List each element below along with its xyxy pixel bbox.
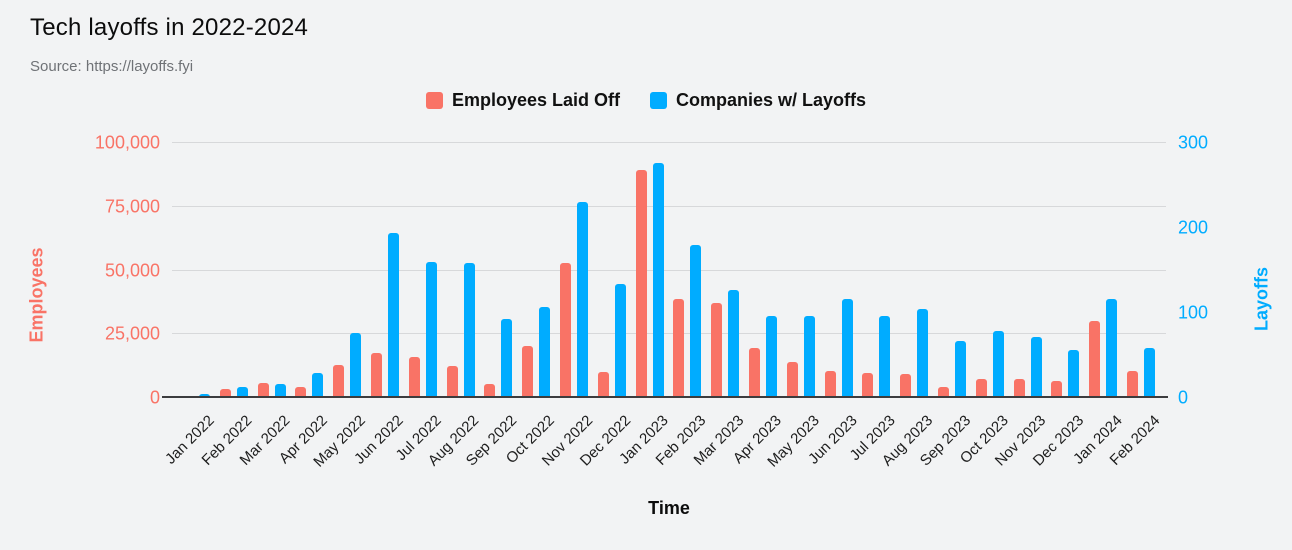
bar-employees-apr-2023 [749,348,761,398]
x-axis-title: Time [648,498,690,518]
bar-companies-dec-2023 [1068,350,1080,398]
bar-employees-jun-2022 [370,353,382,398]
x-axis-line [162,396,1168,398]
left-tick-100,000: 100,000 [94,132,160,153]
x-axis-labels: Jan 2022 Feb 2022 Mar 2022 Apr 2022 May 2022… [162,398,1163,493]
bar-employees-nov-2023 [1013,378,1025,398]
gridline-75000 [172,205,1166,207]
bar-companies-sep-2023 [955,341,967,398]
bar-employees-feb-2023 [673,299,685,398]
right-tick-200: 200 [1178,217,1209,238]
left-axis-ticks: 0 25,000 50,000 75,000 100,000 [0,133,160,408]
bar-companies-jun-2022 [387,233,399,398]
bar-companies-jan-2022 [198,393,210,398]
plot-area [177,143,1160,398]
right-tick-100: 100 [1178,302,1209,323]
bar-employees-sep-2022 [484,383,496,398]
companies-swatch-icon [650,92,667,109]
bar-employees-aug-2023 [900,373,912,398]
legend-item-employees[interactable]: Employees Laid Off [425,90,620,111]
right-axis-ticks: 0 100 200 300 [1178,133,1288,408]
bar-employees-mar-2022 [257,382,269,398]
bar-employees-feb-2022 [219,388,231,398]
bar-employees-jan-2023 [635,170,647,398]
left-tick-25,000: 25,000 [104,323,160,344]
bar-companies-jul-2023 [879,316,891,398]
bar-companies-may-2023 [803,316,815,398]
bar-employees-dec-2023 [1051,380,1063,398]
bar-employees-dec-2022 [597,372,609,398]
bar-employees-sep-2023 [938,387,950,398]
bar-companies-may-2022 [350,332,362,398]
bar-employees-oct-2023 [975,378,987,398]
bar-companies-mar-2023 [728,290,740,398]
right-tick-0: 0 [1178,387,1189,408]
bar-companies-dec-2022 [614,284,626,398]
chart-source: Source: https://layoffs.fyi [30,58,194,75]
bar-employees-feb-2024 [1127,370,1139,398]
legend-label-employees: Employees Laid Off [451,90,620,110]
gridline-100000 [172,142,1166,143]
bar-companies-jan-2024 [1106,298,1118,398]
bar-employees-mar-2023 [711,302,723,398]
legend: Employees Laid Off Companies w/ Layoffs [0,90,1292,111]
legend-item-companies[interactable]: Companies w/ Layoffs [650,90,866,111]
bar-companies-jun-2023 [841,298,853,398]
bar-employees-may-2022 [333,365,345,398]
bar-companies-aug-2022 [463,262,475,398]
bar-employees-jun-2023 [824,370,836,398]
bar-companies-oct-2022 [539,307,551,398]
bar-companies-nov-2022 [576,201,588,398]
bar-companies-feb-2024 [1144,347,1156,398]
left-tick-50,000: 50,000 [104,260,160,280]
bar-companies-jul-2022 [425,262,437,398]
bar-employees-aug-2022 [446,366,458,398]
chart-title: Tech layoffs in 2022-2024 [30,14,309,41]
bar-companies-apr-2022 [312,372,324,398]
bar-companies-apr-2023 [766,316,778,398]
bar-employees-jan-2024 [1089,321,1101,398]
bar-companies-feb-2022 [236,386,248,398]
bar-companies-oct-2023 [992,330,1004,398]
bar-companies-aug-2023 [917,308,929,398]
bar-companies-jan-2023 [652,162,664,398]
gridline-50000 [172,269,1166,271]
left-tick-0: 0 [149,387,160,408]
bar-employees-apr-2022 [295,386,307,398]
legend-label-companies: Companies w/ Layoffs [676,90,867,110]
bar-companies-nov-2023 [1030,336,1042,398]
right-tick-300: 300 [1178,132,1209,153]
employees-swatch-icon [425,92,443,109]
bar-companies-feb-2023 [690,245,702,398]
bar-employees-may-2023 [786,362,798,398]
bar-companies-mar-2022 [274,383,286,398]
plot-gridlines [172,142,1166,398]
left-tick-75,000: 75,000 [104,196,160,217]
bar-companies-sep-2022 [501,318,513,398]
bar-employees-nov-2022 [559,262,571,398]
bar-employees-oct-2022 [522,345,534,398]
bar-employees-jul-2022 [408,357,420,398]
gridline-25000 [172,333,1166,335]
bar-employees-jul-2023 [862,372,874,398]
